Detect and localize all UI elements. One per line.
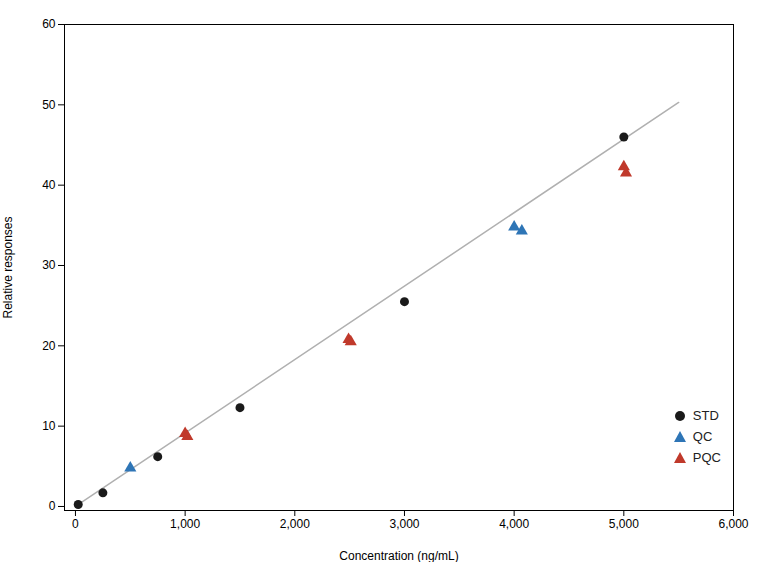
svg-text:20: 20 bbox=[42, 339, 56, 353]
svg-text:0: 0 bbox=[72, 517, 79, 531]
svg-text:30: 30 bbox=[42, 258, 56, 272]
svg-text:4,000: 4,000 bbox=[499, 517, 529, 531]
svg-text:Relative responses: Relative responses bbox=[1, 216, 15, 318]
svg-text:0: 0 bbox=[49, 499, 56, 513]
svg-text:2,000: 2,000 bbox=[280, 517, 310, 531]
svg-text:50: 50 bbox=[42, 98, 56, 112]
svg-text:1,000: 1,000 bbox=[170, 517, 200, 531]
svg-text:3,000: 3,000 bbox=[389, 517, 419, 531]
svg-text:40: 40 bbox=[42, 178, 56, 192]
html-text:QC: QC bbox=[692, 429, 713, 444]
svg-text:5,000: 5,000 bbox=[609, 517, 639, 531]
svg-text:Concentration (ng/mL): Concentration (ng/mL) bbox=[339, 549, 458, 562]
html-text:STD: STD bbox=[692, 408, 719, 423]
svg-text:6,000: 6,000 bbox=[718, 517, 748, 531]
svg-text:10: 10 bbox=[42, 419, 56, 433]
svg-text:60: 60 bbox=[42, 17, 56, 31]
html-text:PQC: PQC bbox=[692, 450, 721, 465]
